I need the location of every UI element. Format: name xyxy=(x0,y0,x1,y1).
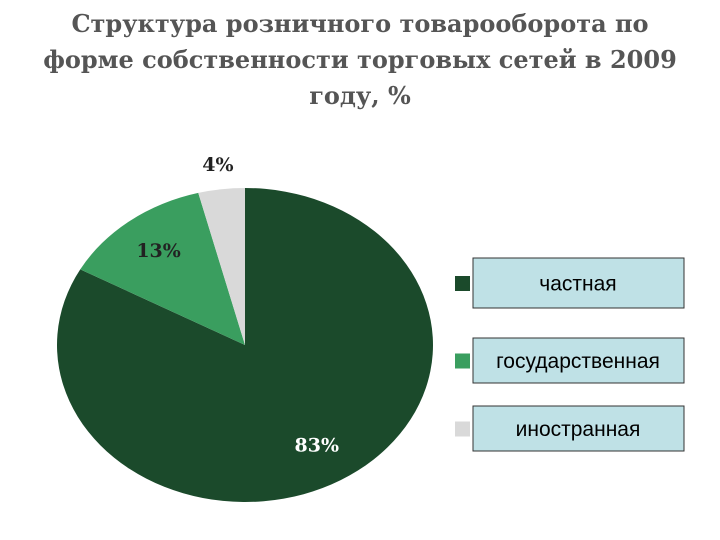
legend-box xyxy=(472,257,685,309)
legend-label: иностранная xyxy=(516,418,641,441)
data-label: 83% xyxy=(295,434,340,456)
pie-slice xyxy=(80,192,246,345)
legend-box xyxy=(472,337,685,384)
chart-title: Структура розничного товарооборота по фо… xyxy=(43,9,677,110)
legend-swatch xyxy=(455,276,470,291)
legend-swatch xyxy=(455,421,470,437)
pie-slice xyxy=(198,188,245,345)
data-label: 4% xyxy=(202,154,233,176)
legend-swatch xyxy=(455,353,470,369)
legend-label: государственная xyxy=(496,350,660,373)
legend-label: частная xyxy=(539,273,616,296)
legend-box xyxy=(472,405,685,452)
data-label: 13% xyxy=(136,240,181,262)
